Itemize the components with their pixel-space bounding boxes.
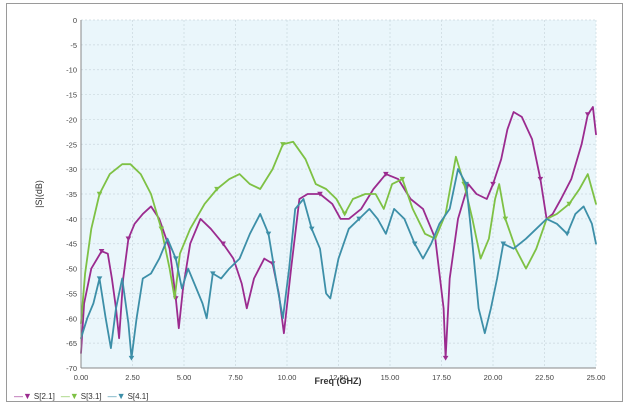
series-marker (96, 276, 103, 282)
chart-svg: 0.00 2.50 5.00 7.50 10.00 12.50 15.00 17.50 20.0… (34, 16, 606, 386)
x-axis-ticks: 0.00 2.50 5.00 7.50 10.00 12.50 15.00 17.50 20.0… (74, 367, 606, 382)
x-tick-label: 22.50 (535, 373, 554, 382)
legend-label: S[2.1] (33, 391, 55, 401)
x-tick-label: 0.00 (74, 373, 89, 382)
y-tick-label: -70 (66, 364, 77, 373)
legend-item[interactable]: —▼ S[3.1] (61, 391, 102, 401)
y-tick-label: -5 (70, 41, 77, 50)
legend-item[interactable]: —▼ S[4.1] (108, 391, 149, 401)
series-marker (566, 201, 573, 207)
series-marker (411, 241, 418, 247)
y-tick-label: -25 (66, 140, 77, 149)
y-tick-label: -30 (66, 165, 77, 174)
series-marker (280, 142, 286, 147)
series-marker (265, 231, 272, 237)
x-tick-label: 10.00 (278, 373, 297, 382)
series-marker (96, 191, 103, 197)
series-marker (584, 112, 591, 118)
series-marker (210, 271, 216, 277)
y-tick-label: -55 (66, 289, 77, 298)
x-tick-label: 15.00 (381, 373, 400, 382)
series-line-0 (80, 106, 597, 360)
y-axis-ticks: 0 -5 -10 -15 -20 -25 -30 -35 -40 -45 -50 -55 -60 -65 -… (66, 16, 82, 373)
series-marker (172, 256, 179, 262)
series-group (80, 106, 597, 361)
series-marker (442, 355, 449, 361)
y-tick-label: -65 (66, 339, 77, 348)
series-marker (383, 171, 389, 177)
series-marker (214, 186, 220, 192)
y-tick-label: -15 (66, 91, 77, 100)
series-marker (341, 211, 348, 217)
legend-marker-icon: —▼ (60, 391, 79, 401)
series-marker (502, 216, 509, 222)
legend-marker-icon: —▼ (14, 391, 32, 401)
series-marker (564, 231, 570, 237)
x-tick-label: 2.50 (125, 373, 140, 382)
y-tick-label: 0 (73, 16, 77, 25)
series-marker (220, 241, 226, 247)
x-tick-label: 20.00 (484, 373, 503, 382)
y-tick-label: -40 (66, 215, 77, 224)
y-tick-label: -20 (66, 115, 77, 124)
chart-frame: 0.00 2.50 5.00 7.50 10.00 12.50 15.00 17.50 20.0… (6, 3, 623, 402)
legend: —▼ S[2.1] —▼ S[3.1] —▼ S[4.1] (14, 391, 154, 401)
x-tick-label: 25.00 (587, 373, 606, 382)
series-marker (500, 241, 507, 247)
series-marker (490, 181, 496, 187)
x-tick-label: 5.00 (177, 373, 192, 382)
x-tick-label: 12.50 (329, 373, 348, 382)
y-tick-label: -10 (66, 66, 77, 75)
series-marker (308, 226, 315, 232)
series-marker (128, 355, 135, 361)
y-tick-label: -50 (66, 265, 77, 274)
series-marker (356, 216, 362, 222)
series-line-2 (80, 168, 597, 360)
legend-label: S[4.1] (127, 391, 149, 401)
series-marker (317, 191, 323, 197)
y-tick-label: -35 (66, 190, 77, 199)
series-marker (158, 226, 165, 232)
series-marker (463, 181, 470, 187)
y-axis-label: |S|(dB) (34, 180, 44, 208)
legend-label: S[3.1] (80, 391, 102, 401)
legend-marker-icon: —▼ (107, 391, 126, 401)
series-marker (537, 176, 544, 182)
x-tick-label: 17.50 (432, 373, 451, 382)
legend-item[interactable]: —▼ S[2.1] (14, 391, 55, 401)
y-tick-label: -45 (66, 240, 77, 249)
y-tick-label: -60 (66, 314, 77, 323)
series-marker (125, 236, 132, 242)
series-marker (98, 248, 105, 254)
x-axis-label: Freq (GHZ) (315, 376, 362, 386)
x-tick-label: 7.50 (228, 373, 243, 382)
series-marker (399, 176, 406, 182)
